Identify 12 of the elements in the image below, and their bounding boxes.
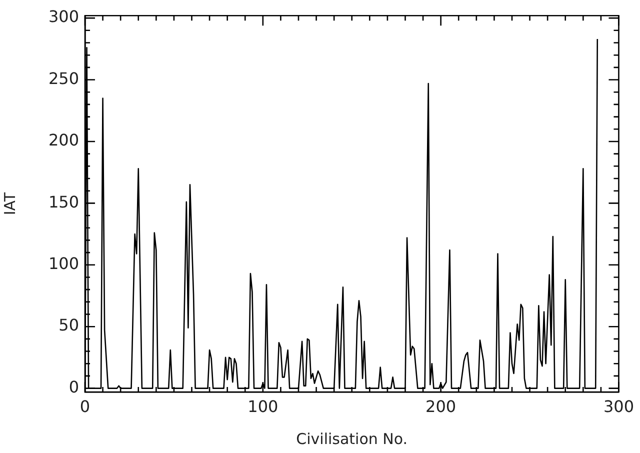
y-axis-title: IAT [0,192,19,216]
y-tick-label: 50 [58,316,79,335]
x-tick-label: 100 [248,396,278,416]
x-tick-label: 300 [603,396,634,416]
x-axis-title: Civilisation No. [296,430,408,448]
x-tick-label: 200 [426,396,456,416]
y-tick-label: 100 [48,254,79,274]
y-tick-label: 200 [48,130,79,150]
y-tick-label: 150 [48,192,79,212]
y-tick-label: 300 [48,7,79,26]
y-tick-label: 250 [48,68,79,88]
y-tick-label: 0 [68,377,79,396]
